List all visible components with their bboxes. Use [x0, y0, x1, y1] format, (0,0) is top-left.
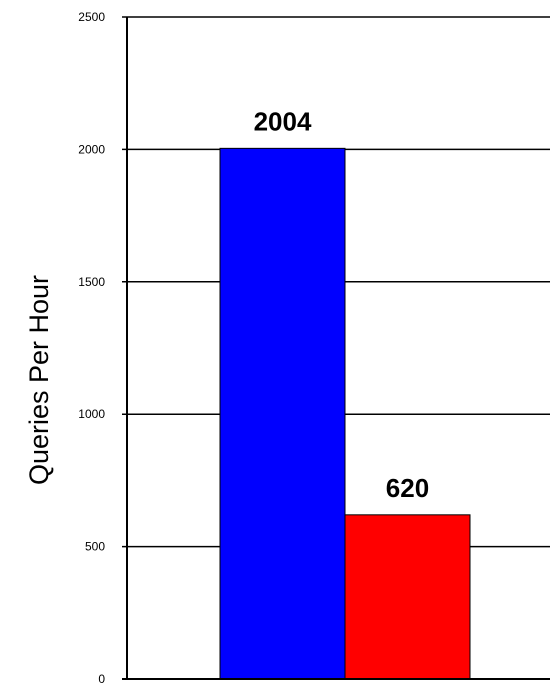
- bar-2-data-label: 620: [386, 473, 429, 503]
- y-tick-label: 1000: [78, 407, 105, 421]
- y-tick-label: 1500: [78, 275, 105, 289]
- y-tick-label: 2500: [78, 10, 105, 24]
- bar-1: [219, 147, 346, 680]
- y-axis-title: Queries Per Hour: [24, 275, 54, 485]
- y-tick-label: 2000: [78, 142, 105, 156]
- bars: [219, 147, 471, 680]
- bar-2: [344, 514, 471, 680]
- y-tick-label: 500: [85, 540, 105, 554]
- y-tick-label: 0: [98, 672, 105, 683]
- bar-1-data-label: 2004: [254, 106, 312, 136]
- bar-data-labels: 2004 620: [254, 106, 430, 502]
- y-axis-tick-labels: 0 500 1000 1500 2000 2500: [78, 10, 105, 683]
